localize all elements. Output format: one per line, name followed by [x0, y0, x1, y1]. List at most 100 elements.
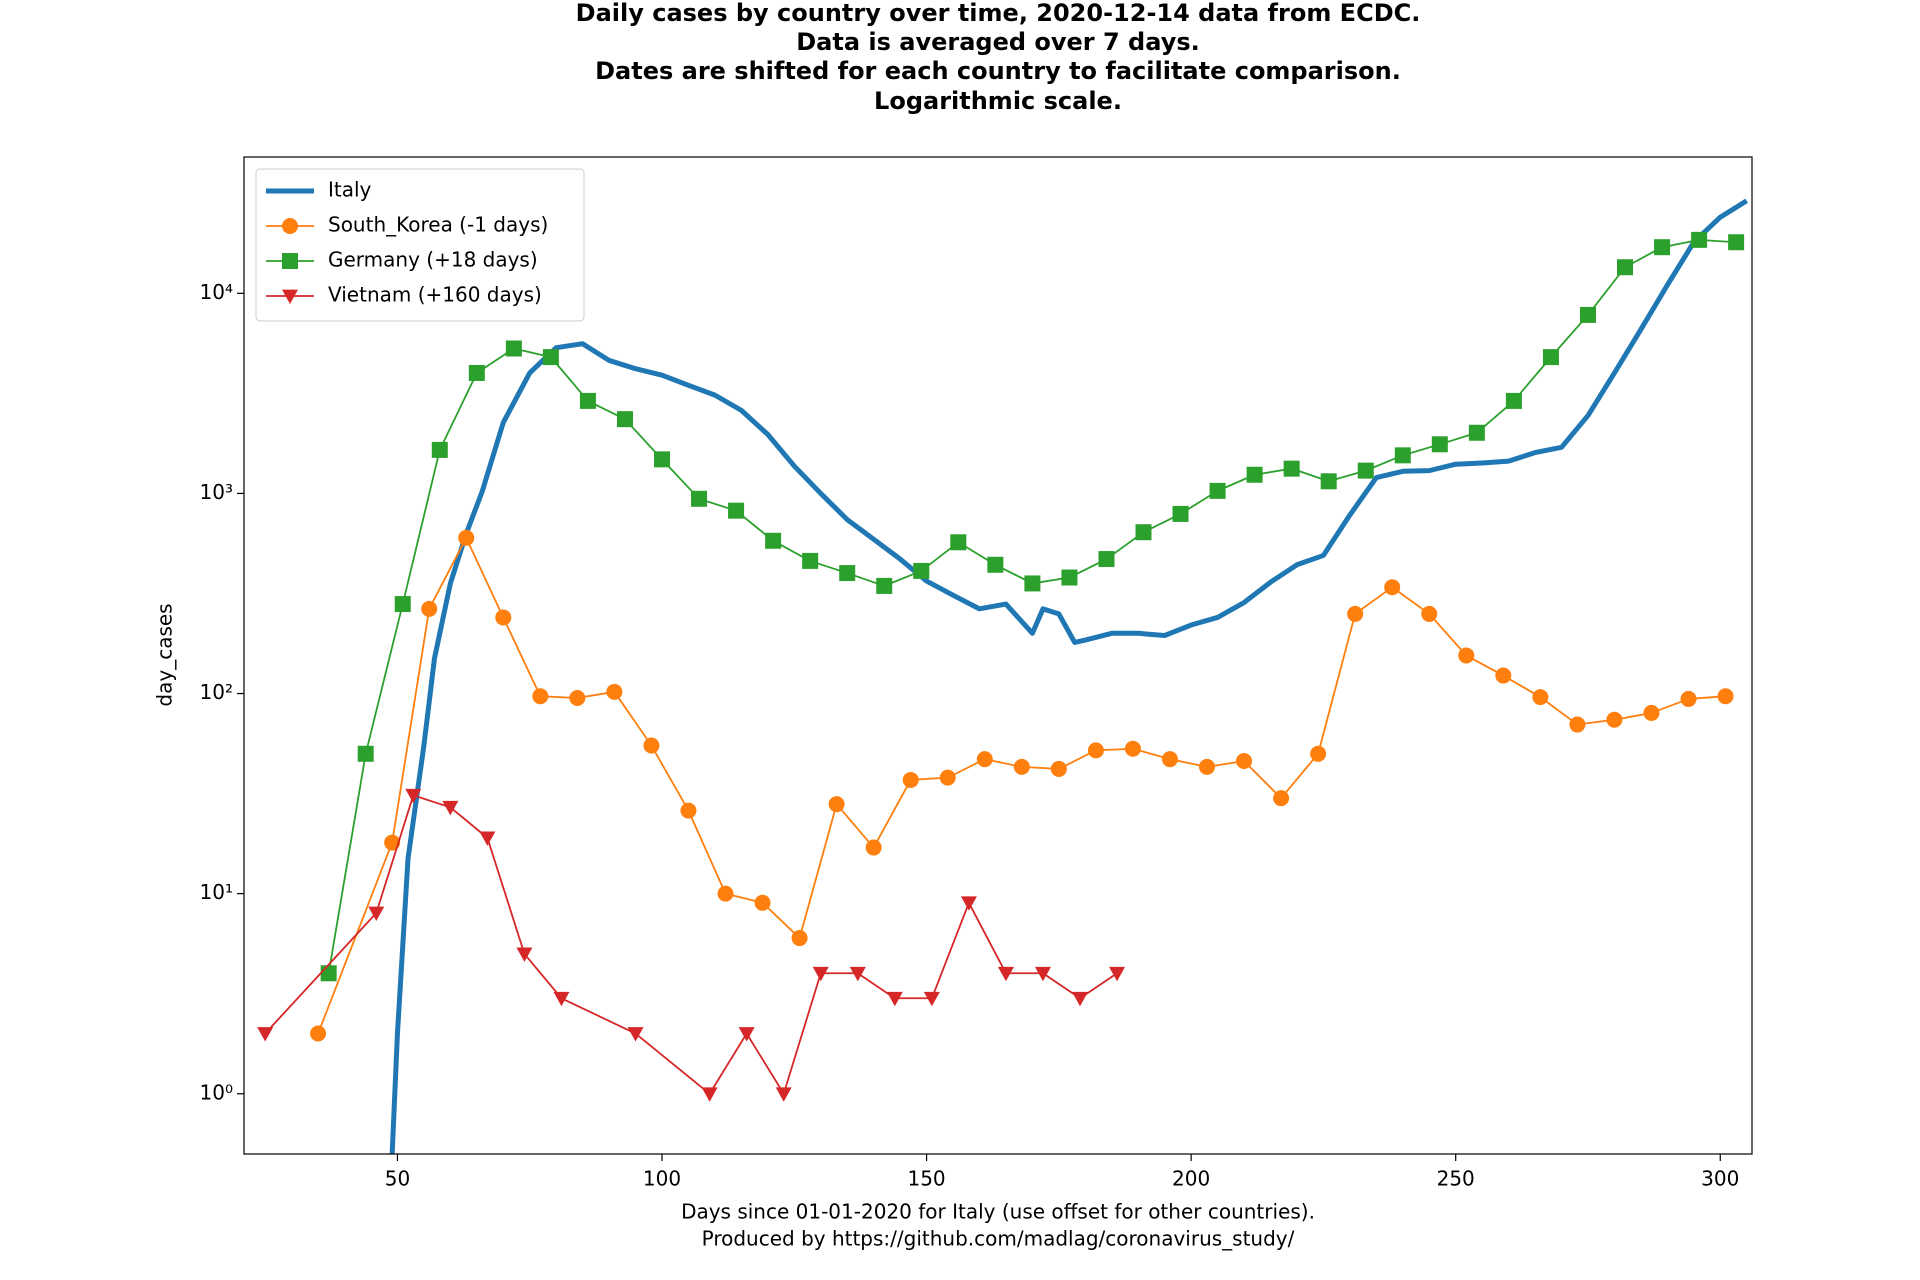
- point: [886, 991, 903, 1007]
- x-tick-label: 300: [1701, 1167, 1739, 1191]
- point: [1606, 711, 1623, 728]
- point: [765, 532, 782, 549]
- x-tick-label: 50: [385, 1167, 410, 1191]
- point: [1717, 688, 1734, 705]
- point: [1087, 742, 1104, 759]
- point: [516, 947, 533, 962]
- point: [368, 906, 385, 922]
- point: [616, 411, 633, 428]
- point: [1495, 667, 1512, 684]
- point: [479, 831, 496, 846]
- point: [257, 1027, 274, 1042]
- plot-frame: [243, 156, 1753, 1155]
- legend-marker: [282, 289, 298, 304]
- point: [1199, 758, 1216, 775]
- x-tick-label: 150: [907, 1167, 945, 1191]
- point: [1034, 966, 1051, 982]
- legend-label: Vietnam (+160 days): [328, 283, 542, 307]
- point: [532, 688, 549, 705]
- point: [654, 451, 671, 468]
- point: [923, 991, 940, 1007]
- point: [1061, 569, 1078, 586]
- point: [1505, 392, 1522, 409]
- point: [1617, 259, 1634, 276]
- point: [1691, 231, 1708, 248]
- point: [812, 966, 829, 982]
- point: [960, 896, 977, 911]
- point: [1532, 689, 1549, 706]
- point: [1124, 740, 1141, 757]
- point: [1643, 704, 1660, 721]
- point: [357, 745, 374, 762]
- point: [939, 769, 956, 786]
- point: [828, 796, 845, 813]
- point: [606, 683, 623, 700]
- point: [1579, 306, 1596, 323]
- point: [997, 966, 1014, 982]
- legend-marker: [282, 218, 298, 234]
- point: [839, 565, 856, 582]
- point: [1310, 745, 1327, 762]
- point: [1542, 349, 1559, 366]
- point: [1024, 575, 1041, 592]
- point: [1320, 473, 1337, 490]
- point: [1098, 551, 1115, 568]
- point: [405, 788, 422, 804]
- point: [553, 991, 570, 1007]
- point: [579, 392, 596, 409]
- point: [421, 600, 438, 617]
- point: [1421, 605, 1438, 622]
- point: [1246, 466, 1263, 483]
- chart-title: Daily cases by country over time, 2020-1…: [576, 0, 1421, 27]
- legend-label: South_Korea (-1 days): [328, 213, 548, 237]
- point: [431, 441, 448, 458]
- point: [1680, 690, 1697, 707]
- x-tick-label: 100: [643, 1167, 681, 1191]
- y-tick-label: 10⁴: [200, 280, 233, 304]
- point: [442, 800, 459, 816]
- point: [320, 965, 337, 982]
- point: [1172, 505, 1189, 522]
- point: [1135, 524, 1152, 541]
- chart-title: Logarithmic scale.: [874, 87, 1122, 115]
- point: [1357, 462, 1374, 479]
- point: [394, 596, 411, 613]
- y-tick-label: 10²: [200, 680, 233, 704]
- point: [627, 1027, 644, 1042]
- x-axis-label: Days since 01-01-2020 for Italy (use off…: [681, 1200, 1315, 1224]
- point: [775, 1087, 792, 1102]
- point: [691, 490, 708, 507]
- point: [1431, 436, 1448, 453]
- point: [468, 364, 485, 381]
- point: [680, 802, 697, 819]
- x-tick-label: 250: [1437, 1167, 1475, 1191]
- y-tick-label: 10³: [200, 480, 233, 504]
- point: [701, 1087, 718, 1102]
- point: [1394, 447, 1411, 464]
- y-axis-label: day_cases: [153, 603, 177, 706]
- x-tick-label: 200: [1172, 1167, 1210, 1191]
- legend-label: Italy: [328, 178, 372, 202]
- point: [1468, 424, 1485, 441]
- point: [1384, 579, 1401, 596]
- point: [717, 885, 734, 902]
- point: [902, 771, 919, 788]
- point: [1050, 760, 1067, 777]
- point: [1161, 751, 1178, 768]
- point: [728, 502, 745, 519]
- point: [849, 966, 866, 982]
- series-line: [389, 198, 1749, 1154]
- point: [950, 534, 967, 551]
- point: [913, 562, 930, 579]
- point: [1569, 716, 1586, 733]
- point: [1458, 647, 1475, 664]
- point: [976, 751, 993, 768]
- legend-marker: [282, 253, 298, 269]
- point: [865, 839, 882, 856]
- series-line: [327, 238, 1737, 974]
- chart-title: Dates are shifted for each country to fa…: [595, 57, 1401, 85]
- legend-label: Germany (+18 days): [328, 248, 538, 272]
- point: [1728, 234, 1745, 251]
- point: [643, 737, 660, 754]
